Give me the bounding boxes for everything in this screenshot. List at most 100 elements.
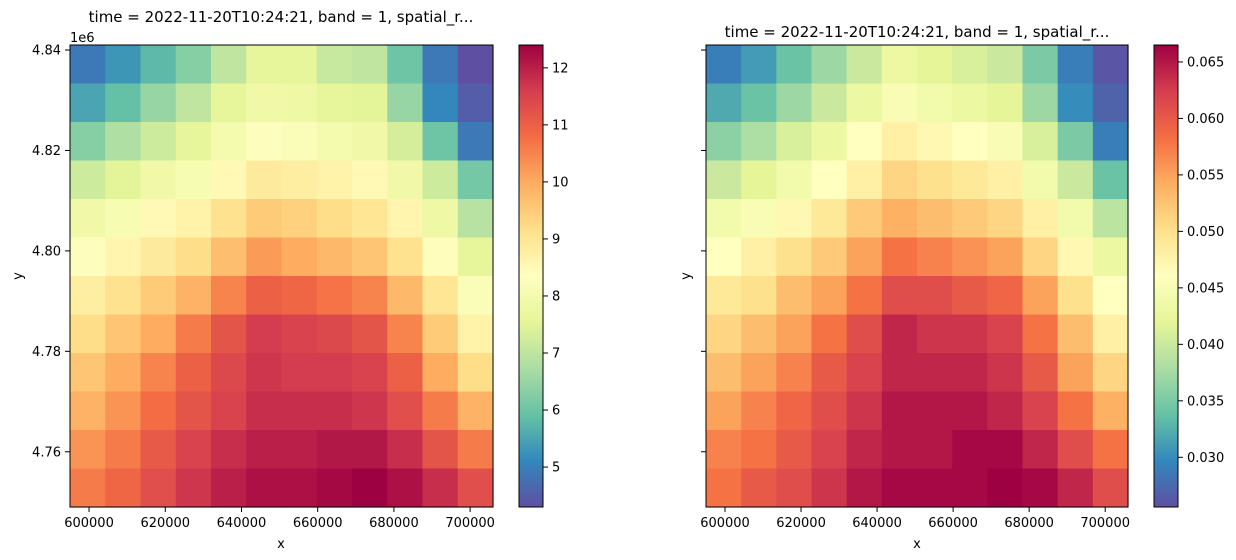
- heatmap-cell: [776, 237, 813, 277]
- heatmap-cell: [1022, 83, 1059, 123]
- heatmap-cell: [881, 353, 918, 393]
- heatmap-cell: [140, 353, 177, 393]
- heatmap-cell: [1022, 391, 1059, 431]
- heatmap-cell: [105, 391, 142, 431]
- heatmap-cell: [422, 160, 459, 200]
- heatmap-cell: [846, 314, 883, 354]
- heatmap-cell: [175, 391, 212, 431]
- heatmap-cell: [70, 237, 106, 277]
- heatmap-cell: [211, 468, 247, 508]
- panel-2-heatmap: [706, 45, 1129, 508]
- colorbar-tick-label: 0.045: [1187, 281, 1224, 296]
- panel-2-plot-frame: [705, 44, 1129, 508]
- heatmap-cell: [917, 160, 953, 200]
- heatmap-cell: [175, 468, 212, 508]
- heatmap-cell: [281, 430, 318, 470]
- heatmap-cell: [706, 237, 742, 277]
- heatmap-cell: [1022, 160, 1059, 200]
- panel-1-colorbar: [518, 44, 544, 508]
- panel-2-x-axis-label: x: [913, 537, 921, 552]
- heatmap-cell: [881, 199, 918, 239]
- heatmap-cell: [917, 83, 953, 123]
- heatmap-cell: [1022, 353, 1059, 393]
- heatmap-cell: [457, 276, 494, 316]
- heatmap-cell: [175, 353, 212, 393]
- heatmap-cell: [987, 83, 1024, 123]
- heatmap-cell: [316, 276, 353, 316]
- heatmap-cell: [917, 468, 953, 508]
- heatmap-cell: [422, 468, 459, 508]
- heatmap-cell: [952, 314, 988, 354]
- heatmap-cell: [987, 276, 1024, 316]
- heatmap-cell: [387, 199, 424, 239]
- heatmap-cell: [352, 314, 388, 354]
- heatmap-cell: [776, 160, 813, 200]
- heatmap-cell: [140, 314, 177, 354]
- heatmap-cell: [70, 45, 106, 85]
- heatmap-cell: [211, 276, 247, 316]
- heatmap-cell: [352, 353, 388, 393]
- heatmap-cell: [917, 122, 953, 162]
- heatmap-cell: [211, 160, 247, 200]
- heatmap-cell: [881, 276, 918, 316]
- heatmap-cell: [211, 199, 247, 239]
- heatmap-cell: [422, 314, 459, 354]
- heatmap-cell: [1092, 45, 1129, 85]
- heatmap-cell: [952, 276, 988, 316]
- heatmap-cell: [387, 430, 424, 470]
- heatmap-cell: [776, 83, 813, 123]
- heatmap-cell: [846, 237, 883, 277]
- heatmap-cell: [741, 122, 777, 162]
- heatmap-cell: [140, 276, 177, 316]
- heatmap-cell: [457, 353, 494, 393]
- panel-1-y-offset-label: 1e6: [70, 31, 95, 46]
- heatmap-cell: [1057, 122, 1094, 162]
- heatmap-cell: [387, 122, 424, 162]
- heatmap-cell: [316, 314, 353, 354]
- heatmap-cell: [211, 314, 247, 354]
- heatmap-cell: [811, 199, 848, 239]
- heatmap-cell: [1022, 45, 1059, 85]
- heatmap-cell: [706, 160, 742, 200]
- heatmap-cell: [811, 45, 848, 85]
- heatmap-cell: [1057, 83, 1094, 123]
- heatmap-cell: [952, 45, 988, 85]
- heatmap-cell: [105, 276, 142, 316]
- y-tick-label: 4.84: [32, 44, 61, 59]
- heatmap-cell: [741, 160, 777, 200]
- heatmap-cell: [281, 237, 318, 277]
- heatmap-cell: [1092, 468, 1129, 508]
- heatmap-cell: [987, 353, 1024, 393]
- heatmap-cell: [316, 160, 353, 200]
- y-tick-label: 4.78: [32, 345, 61, 360]
- heatmap-cell: [387, 468, 424, 508]
- panel-1-heatmap: [70, 45, 494, 508]
- heatmap-cell: [316, 83, 353, 123]
- heatmap-cell: [811, 430, 848, 470]
- heatmap-cell: [706, 430, 742, 470]
- heatmap-cell: [776, 391, 813, 431]
- heatmap-cell: [175, 276, 212, 316]
- heatmap-cell: [246, 276, 283, 316]
- heatmap-cell: [811, 468, 848, 508]
- heatmap-cell: [281, 468, 318, 508]
- heatmap-cell: [140, 391, 177, 431]
- heatmap-cell: [70, 430, 106, 470]
- heatmap-cell: [387, 83, 424, 123]
- heatmap-cell: [316, 45, 353, 85]
- heatmap-cell: [246, 468, 283, 508]
- heatmap-cell: [352, 468, 388, 508]
- heatmap-cell: [246, 199, 283, 239]
- heatmap-cell: [175, 199, 212, 239]
- heatmap-cell: [281, 160, 318, 200]
- heatmap-cell: [105, 353, 142, 393]
- heatmap-cell: [140, 122, 177, 162]
- heatmap-cell: [846, 199, 883, 239]
- heatmap-cell: [422, 45, 459, 85]
- colorbar-tick-label: 8: [552, 289, 560, 304]
- heatmap-cell: [352, 430, 388, 470]
- x-tick-label: 660000: [293, 516, 343, 531]
- heatmap-cell: [952, 430, 988, 470]
- heatmap-cell: [175, 160, 212, 200]
- heatmap-cell: [70, 83, 106, 123]
